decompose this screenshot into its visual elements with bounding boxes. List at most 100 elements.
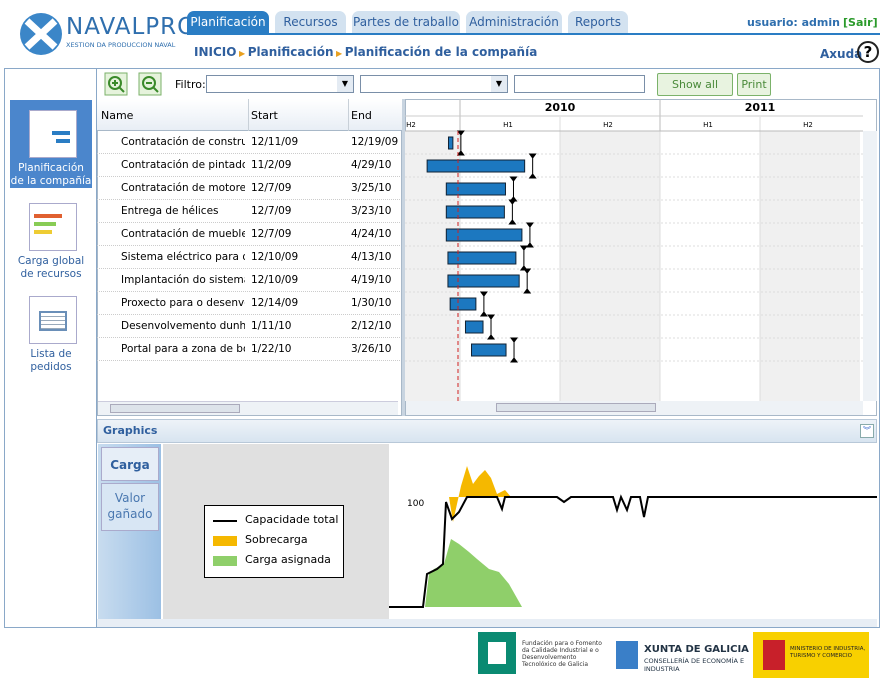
cell: 2/12/10 bbox=[351, 320, 392, 332]
nav-tab[interactable]: Reports bbox=[568, 11, 628, 33]
table-row: Sistema eléctrico para o 12/10/09 4/13/10 bbox=[97, 246, 400, 269]
logout[interactable]: [Sair] bbox=[843, 16, 878, 29]
zoom-buttons[interactable] bbox=[104, 72, 164, 96]
deadline-marker bbox=[479, 291, 488, 317]
task-bar bbox=[445, 182, 506, 196]
deadline-marker bbox=[528, 153, 537, 179]
splitter[interactable] bbox=[402, 99, 405, 416]
table-row: Entrega de hélices 12/7/09 3/23/10 bbox=[97, 200, 400, 223]
cell: 3/25/10 bbox=[351, 182, 392, 194]
sidebar-item[interactable]: Planificación de la compañía bbox=[10, 162, 92, 187]
cell: 12/10/09 bbox=[251, 251, 299, 263]
cell: Contratación de muebles bbox=[121, 228, 245, 240]
task-bar bbox=[447, 274, 520, 288]
scrollbar[interactable] bbox=[406, 401, 863, 415]
cell: 1/30/10 bbox=[351, 297, 392, 309]
help-icon[interactable]: ? bbox=[857, 41, 879, 63]
half-label: H1 bbox=[503, 121, 513, 129]
period-shade bbox=[405, 131, 460, 401]
logo: NAVALPRO bbox=[66, 14, 197, 40]
sidebar-icon[interactable] bbox=[29, 110, 77, 158]
gantt-chart: H2 H1 H2 H1 H2 2010 2011 bbox=[405, 99, 863, 401]
half-label: H1 bbox=[703, 121, 713, 129]
deadline-marker bbox=[510, 337, 519, 363]
cell: Contratación de motores bbox=[121, 182, 245, 194]
crumb[interactable]: Planificación bbox=[247, 45, 334, 59]
cell: Contratación de pintado d bbox=[121, 159, 245, 171]
scrollbar[interactable] bbox=[98, 401, 398, 415]
cell: Portal para a zona de boc bbox=[121, 343, 245, 355]
cell: 3/26/10 bbox=[351, 343, 392, 355]
crumb[interactable]: INICIO bbox=[194, 45, 237, 59]
nav-tab[interactable]: Planificación bbox=[187, 11, 269, 33]
cell: 12/19/09 bbox=[351, 136, 399, 148]
half-label: H2 bbox=[603, 121, 613, 129]
main-frame bbox=[4, 68, 880, 628]
table-row: Contratación de construcci 12/11/09 12/19/… bbox=[97, 131, 400, 154]
button[interactable]: Show all labels bbox=[657, 73, 733, 112]
graphics-header bbox=[97, 419, 877, 443]
deadline-marker bbox=[525, 222, 534, 248]
year-label: 2011 bbox=[745, 101, 776, 114]
filter-select[interactable]: ▼ bbox=[206, 75, 354, 93]
legend-item: Sobrecarga bbox=[245, 533, 308, 546]
crumb[interactable]: Planificación de la compañía bbox=[344, 45, 538, 59]
load-chart: 100 bbox=[389, 466, 877, 608]
graphics-tab[interactable]: Valor gañado bbox=[101, 483, 159, 531]
y-label: 100 bbox=[407, 499, 424, 509]
filter-select[interactable]: ▼ bbox=[360, 75, 508, 93]
table-row: Desenvolvemento dunha ; 1/11/10 2/12/10 bbox=[97, 315, 400, 338]
cell: Entrega de hélices bbox=[121, 205, 219, 217]
cell: 4/29/10 bbox=[351, 159, 392, 171]
cell: 1/11/10 bbox=[251, 320, 292, 332]
cell: Implantación do sistema h bbox=[121, 274, 245, 286]
logo-fundacion bbox=[478, 632, 516, 674]
footer-text: Fundación para o Fomento da Calidade Ind… bbox=[522, 640, 602, 668]
cell: 4/13/10 bbox=[351, 251, 392, 263]
logo-ministerio bbox=[753, 632, 869, 678]
task-bar bbox=[464, 320, 484, 334]
nav-tab[interactable]: Recursos bbox=[275, 11, 346, 33]
table-row: Portal para a zona de boc 1/22/10 3/26/10 bbox=[97, 338, 400, 361]
task-bar bbox=[445, 228, 523, 242]
button[interactable]: Print bbox=[737, 73, 771, 96]
task-bar bbox=[449, 297, 477, 311]
half-label: H2 bbox=[406, 121, 416, 129]
sidebar-item[interactable]: Carga global de recursos bbox=[17, 255, 85, 280]
logo-xunta bbox=[616, 641, 638, 669]
cell: 3/23/10 bbox=[351, 205, 392, 217]
cell: Sistema eléctrico para o bbox=[121, 251, 245, 263]
nav-tab[interactable]: Partes de traballo bbox=[352, 11, 460, 33]
period-shade bbox=[560, 131, 660, 401]
cell: 12/7/09 bbox=[251, 228, 292, 240]
graphics-tab[interactable]: Carga bbox=[101, 447, 159, 481]
table-header: Name Start End bbox=[97, 99, 402, 131]
cell: 12/11/09 bbox=[251, 136, 299, 148]
user: usuario: admin bbox=[747, 16, 840, 29]
logo-sub: XESTION DA PRODUCCION NAVAL bbox=[66, 41, 176, 49]
filter-input[interactable] bbox=[514, 75, 645, 93]
deadline-marker bbox=[509, 176, 518, 202]
tab-line bbox=[187, 33, 880, 35]
table-row: Contratación de motores 12/7/09 3/25/10 bbox=[97, 177, 400, 200]
nav-tab[interactable]: Administración bbox=[466, 11, 562, 33]
table-row: Implantación do sistema h 12/10/09 4/19/10 bbox=[97, 269, 400, 292]
cell: 12/7/09 bbox=[251, 182, 292, 194]
scrollbar[interactable] bbox=[863, 131, 877, 401]
table-row: Proxecto para o desenvol 12/14/09 1/30/10 bbox=[97, 292, 400, 315]
task-bar bbox=[447, 251, 517, 265]
legend: Capacidade total Sobrecarga Carga asigna… bbox=[204, 505, 344, 578]
sidebar-item[interactable]: Lista de pedidos bbox=[30, 348, 72, 373]
sidebar-icon[interactable] bbox=[29, 203, 77, 251]
sidebar-icon[interactable] bbox=[29, 296, 77, 344]
graphics-footer bbox=[97, 619, 877, 627]
deadline-marker bbox=[523, 268, 532, 294]
help[interactable]: Axuda bbox=[820, 47, 863, 61]
period-shade bbox=[760, 131, 860, 401]
column-header: Start bbox=[251, 109, 278, 122]
collapse[interactable]: ︾ bbox=[860, 424, 874, 438]
half-label: H2 bbox=[803, 121, 813, 129]
cell: 1/22/10 bbox=[251, 343, 292, 355]
column-header: End bbox=[351, 109, 372, 122]
